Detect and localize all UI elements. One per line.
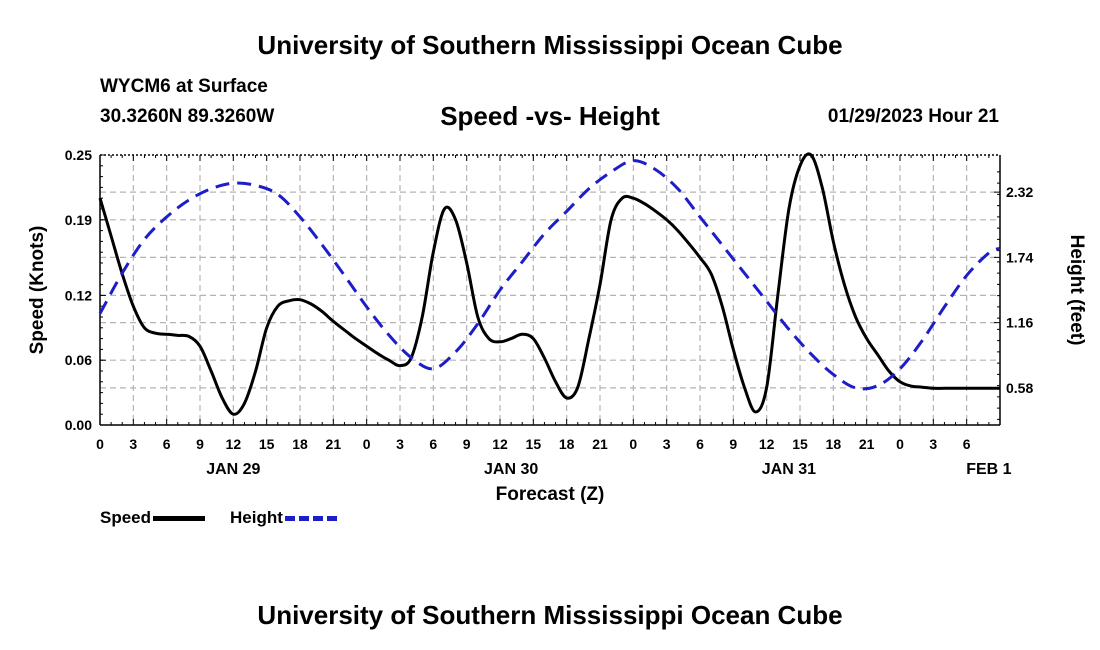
x-tick-label: 3 (929, 436, 937, 452)
x-tick-label: 18 (559, 436, 575, 452)
legend-height-swatch (284, 515, 337, 521)
height-series-line (98, 159, 1001, 391)
y-tick-label: 0.00 (65, 417, 92, 433)
x-tick-label: 6 (429, 436, 437, 452)
x-tick-label: 12 (226, 436, 242, 452)
y-axis-title: Speed (Knots) (27, 226, 48, 355)
x-tick-label: 6 (696, 436, 704, 452)
y2-tick-label: 1.16 (1006, 315, 1033, 331)
x-tick-label: 9 (463, 436, 471, 452)
x-tick-label: 18 (826, 436, 842, 452)
x-tick-label: 21 (326, 436, 342, 452)
x-tick-label: 9 (196, 436, 204, 452)
x-tick-label: 15 (259, 436, 275, 452)
x-tick-label: 12 (759, 436, 775, 452)
x-tick-label: 3 (396, 436, 404, 452)
y-tick-label: 0.19 (65, 212, 92, 228)
y-tick-label: 0.06 (65, 352, 92, 368)
legend-speed: Speed (100, 508, 206, 528)
x-tick-label: 21 (592, 436, 608, 452)
x-tick-label: 3 (663, 436, 671, 452)
x-tick-label: 21 (859, 436, 875, 452)
x-tick-label: 12 (492, 436, 508, 452)
series-layer (98, 152, 1001, 416)
day-label: JAN 29 (206, 461, 260, 478)
station-label: WYCM6 at Surface (100, 76, 268, 97)
day-label: FEB 1 (966, 461, 1011, 478)
chart-title: Speed -vs- Height (440, 101, 660, 131)
label-layer: 0 3 6 9 12 15 18 21 0 3 6 9 12 15 18 21 0 3 6 9 12 15 18 21 0 3 6 0… (27, 147, 1087, 505)
axis-layer (99, 154, 1001, 426)
legend-height: Height (230, 508, 337, 528)
station-coordinates: 30.3260N 89.3260W (100, 106, 275, 127)
y2-tick-label: 2.32 (1006, 184, 1033, 200)
x-tick-label: 3 (129, 436, 137, 452)
x-tick-label: 15 (792, 436, 808, 452)
y-tick-label: 0.12 (65, 287, 92, 303)
chart-svg: 0 3 6 9 12 15 18 21 0 3 6 9 12 15 18 21 0 3 6 9 12 15 18 21 0 3 6 0… (27, 147, 1087, 505)
day-label: JAN 30 (484, 461, 538, 478)
x-tick-label: 6 (163, 436, 171, 452)
grid-layer (100, 155, 1000, 425)
x-tick-label: 0 (96, 436, 104, 452)
main-title: University of Southern Mississippi Ocean… (257, 30, 843, 60)
x-tick-label: 9 (729, 436, 737, 452)
x-tick-label: 6 (963, 436, 971, 452)
x-tick-label: 15 (526, 436, 542, 452)
y2-tick-label: 0.58 (1006, 380, 1033, 396)
speed-series-line (98, 152, 1000, 416)
footer-title: University of Southern Mississippi Ocean… (257, 600, 843, 630)
x-tick-label: 0 (629, 436, 637, 452)
day-label: JAN 31 (762, 461, 816, 478)
y-tick-label: 0.25 (65, 147, 92, 163)
legend-height-label: Height (230, 508, 283, 527)
x-axis-title: Forecast (Z) (496, 484, 605, 505)
forecast-datetime: 01/29/2023 Hour 21 (827, 106, 999, 127)
x-tick-label: 18 (292, 436, 308, 452)
y2-tick-label: 1.74 (1006, 249, 1033, 265)
x-tick-label: 0 (363, 436, 371, 452)
x-tick-label: 0 (896, 436, 904, 452)
legend-speed-label: Speed (100, 508, 152, 527)
legend-speed-swatch (153, 515, 206, 521)
y2-axis-title: Height (feet) (1066, 235, 1087, 346)
